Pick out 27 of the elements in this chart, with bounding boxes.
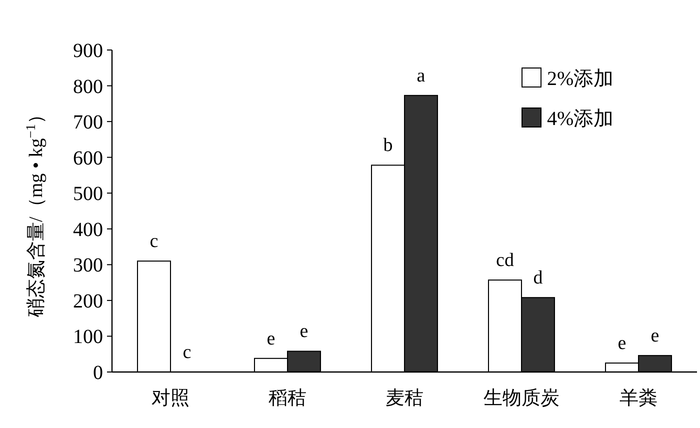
annotation: e: [618, 333, 626, 354]
annotation: cd: [496, 250, 514, 272]
y-tick-label: 900: [73, 40, 103, 62]
x-tick-label: 羊粪: [620, 388, 658, 409]
x-tick-label: 麦秸: [386, 388, 424, 409]
annotation: c: [182, 342, 192, 363]
annotation: b: [383, 135, 393, 156]
x-tick-label: 对照: [152, 388, 190, 409]
annotation: e: [266, 328, 276, 350]
y-tick-label: 300: [73, 254, 103, 277]
y-tick-label: 0: [93, 362, 103, 384]
y-tick-label: 200: [73, 290, 103, 312]
y-tick-label: 500: [73, 183, 103, 206]
legend-label: 2%添加: [547, 68, 614, 90]
y-tick-label: 400: [73, 218, 103, 241]
y-tick-label: 100: [73, 326, 103, 348]
annotation: d: [533, 268, 544, 289]
y-tick-label: 800: [73, 76, 103, 98]
x-tick-label: 生物质炭: [484, 388, 560, 409]
y-tick-label: 600: [73, 147, 103, 170]
legend-label: 4%添加: [547, 108, 614, 130]
annotation: e: [300, 321, 308, 342]
annotation: a: [416, 65, 426, 86]
annotation: c: [150, 231, 158, 252]
annotation: e: [650, 326, 660, 347]
y-tick-label: 700: [73, 112, 103, 134]
x-tick-label: 稻秸: [268, 388, 306, 409]
